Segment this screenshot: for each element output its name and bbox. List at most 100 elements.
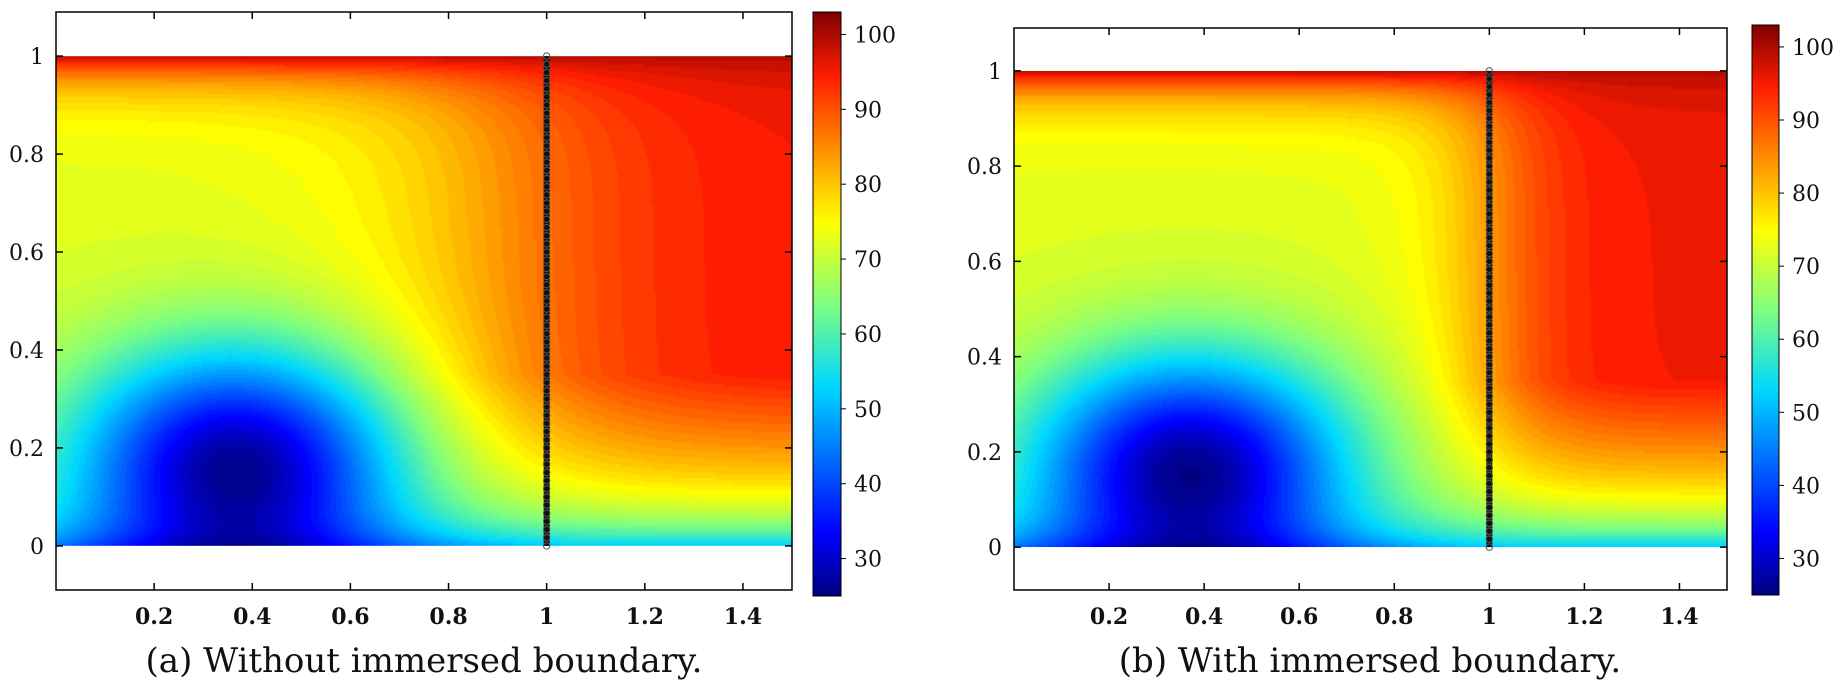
plot-area: 0.2 0.4 0.6 0.8 1 1.2 1.4 0 0.2 0.4 0.6 0.8 1 bbox=[967, 27, 1728, 630]
immersed-boundary-marker bbox=[1485, 368, 1494, 377]
immersed-boundary-marker bbox=[542, 109, 551, 117]
immersed-boundary-marker bbox=[542, 117, 551, 126]
x-tick-label: 1.4 bbox=[1660, 604, 1698, 630]
panel-b: 0.2 0.4 0.6 0.8 1 1.2 1.4 0 0.2 0.4 0.6 0.8 1 30 40 5… bbox=[967, 24, 1834, 681]
immersed-boundary-marker bbox=[1485, 122, 1494, 131]
immersed-boundary-marker bbox=[1485, 194, 1494, 202]
colorbar-gradient bbox=[1751, 24, 1780, 596]
caption: (a) Without immersed boundary. bbox=[146, 641, 703, 681]
immersed-boundary-marker bbox=[542, 256, 551, 264]
colorbar-tick-label: 50 bbox=[854, 398, 882, 423]
y-tick-label: 0.4 bbox=[9, 339, 44, 364]
immersed-boundary-marker bbox=[1485, 432, 1494, 440]
immersed-boundary-marker bbox=[542, 346, 551, 354]
y-tick-label: 0.8 bbox=[9, 143, 44, 168]
immersed-boundary-marker bbox=[542, 305, 551, 313]
immersed-boundary-marker bbox=[1485, 146, 1494, 154]
immersed-boundary-marker bbox=[542, 427, 551, 436]
immersed-boundary-marker bbox=[542, 264, 551, 273]
immersed-boundary-marker bbox=[1485, 83, 1494, 91]
plot-area: 0.2 0.4 0.6 0.8 1 1.2 1.4 0 0.2 0.4 0.6 0.8 1 bbox=[9, 11, 793, 630]
immersed-boundary-marker bbox=[542, 378, 551, 387]
immersed-boundary-marker bbox=[542, 280, 551, 289]
immersed-boundary-marker bbox=[1485, 471, 1494, 480]
colorbar: 30 40 50 60 70 80 90 100 bbox=[812, 11, 896, 597]
colorbar-tick-label: 30 bbox=[854, 548, 882, 573]
immersed-boundary-marker bbox=[1485, 114, 1494, 123]
immersed-boundary-marker bbox=[1485, 210, 1494, 218]
temperature-field-image bbox=[1014, 70, 1727, 548]
x-tick-label: 0.6 bbox=[1280, 604, 1318, 630]
immersed-boundary-marker bbox=[1485, 392, 1494, 401]
immersed-boundary-marker bbox=[542, 485, 551, 493]
x-tick-label: 1.2 bbox=[1565, 604, 1603, 630]
immersed-boundary-marker bbox=[1485, 479, 1494, 488]
colorbar-tick-label: 100 bbox=[1792, 36, 1834, 61]
immersed-boundary-marker bbox=[1485, 162, 1494, 170]
immersed-boundary-marker bbox=[542, 436, 551, 444]
immersed-boundary-marker bbox=[542, 289, 551, 297]
immersed-boundary-marker bbox=[1485, 281, 1494, 289]
immersed-boundary-marker bbox=[542, 207, 551, 215]
x-tick-label: 1.2 bbox=[626, 604, 664, 630]
immersed-boundary-marker bbox=[1485, 503, 1494, 512]
immersed-boundary-marker bbox=[542, 191, 551, 199]
immersed-boundary-marker bbox=[1485, 543, 1494, 551]
immersed-boundary-marker bbox=[1485, 273, 1494, 281]
immersed-boundary-marker bbox=[542, 534, 551, 542]
immersed-boundary-marker bbox=[542, 150, 551, 158]
immersed-boundary-marker bbox=[542, 395, 551, 403]
immersed-boundary-marker bbox=[542, 231, 551, 240]
colorbar-ticks: 30 40 50 60 70 80 90 100 bbox=[1779, 36, 1834, 572]
immersed-boundary-marker bbox=[1485, 297, 1494, 305]
axes-frame bbox=[55, 11, 793, 591]
x-tick-label: 0.2 bbox=[1090, 604, 1128, 630]
immersed-boundary-marker bbox=[1485, 90, 1494, 99]
immersed-boundary-marker bbox=[542, 493, 551, 501]
immersed-boundary-marker bbox=[1485, 329, 1494, 337]
immersed-boundary-marker bbox=[542, 248, 551, 256]
immersed-boundary-marker bbox=[542, 419, 551, 428]
immersed-boundary-marker bbox=[542, 517, 551, 526]
immersed-boundary-marker bbox=[1485, 75, 1494, 83]
y-tick-label: 0 bbox=[988, 536, 1002, 561]
temperature-field bbox=[56, 56, 792, 546]
immersed-boundary-marker bbox=[542, 476, 551, 485]
y-tick-label: 0.2 bbox=[9, 437, 44, 462]
immersed-boundary-marker bbox=[1485, 202, 1494, 210]
immersed-boundary-marker bbox=[542, 329, 551, 338]
immersed-boundary-marker bbox=[1485, 257, 1494, 266]
immersed-boundary-marker bbox=[542, 354, 551, 362]
immersed-boundary-marker bbox=[542, 452, 551, 460]
immersed-boundary-marker bbox=[1485, 313, 1494, 321]
panel-a: 0.2 0.4 0.6 0.8 1 1.2 1.4 0 0.2 0.4 0.6 0.8 1 30 40 5… bbox=[9, 11, 896, 681]
immersed-boundary-marker bbox=[1485, 337, 1494, 345]
immersed-boundary-marker bbox=[1485, 305, 1494, 313]
immersed-boundary-marker bbox=[1485, 400, 1494, 408]
y-tick-label: 1 bbox=[988, 60, 1002, 85]
immersed-boundary-marker bbox=[1485, 384, 1494, 393]
immersed-boundary-marker bbox=[542, 272, 551, 281]
colorbar-ticks: 30 40 50 60 70 80 90 100 bbox=[841, 23, 896, 573]
immersed-boundary-marker bbox=[1485, 376, 1494, 385]
immersed-boundary-marker bbox=[1485, 217, 1494, 226]
colorbar-tick-label: 60 bbox=[854, 323, 882, 348]
immersed-boundary-marker bbox=[1485, 527, 1494, 535]
immersed-boundary-marker bbox=[542, 321, 551, 330]
colorbar-tick-label: 40 bbox=[1792, 474, 1820, 499]
immersed-boundary-marker bbox=[1485, 321, 1494, 329]
immersed-boundary-marker bbox=[1485, 456, 1494, 464]
x-tick-label: 0.8 bbox=[1375, 604, 1413, 630]
immersed-boundary-marker bbox=[542, 60, 551, 68]
y-tick-label: 0 bbox=[30, 535, 44, 560]
immersed-boundary-marker bbox=[1485, 130, 1494, 139]
immersed-boundary-marker bbox=[542, 125, 551, 134]
y-tick-label: 1 bbox=[30, 45, 44, 70]
y-axis: 0 0.2 0.4 0.6 0.8 1 bbox=[967, 60, 1727, 561]
immersed-boundary-marker bbox=[1485, 265, 1494, 274]
immersed-boundary-marker bbox=[542, 403, 551, 411]
immersed-boundary-marker bbox=[542, 370, 551, 379]
x-tick-label: 0.6 bbox=[331, 604, 369, 630]
immersed-boundary-marker bbox=[1485, 138, 1494, 147]
